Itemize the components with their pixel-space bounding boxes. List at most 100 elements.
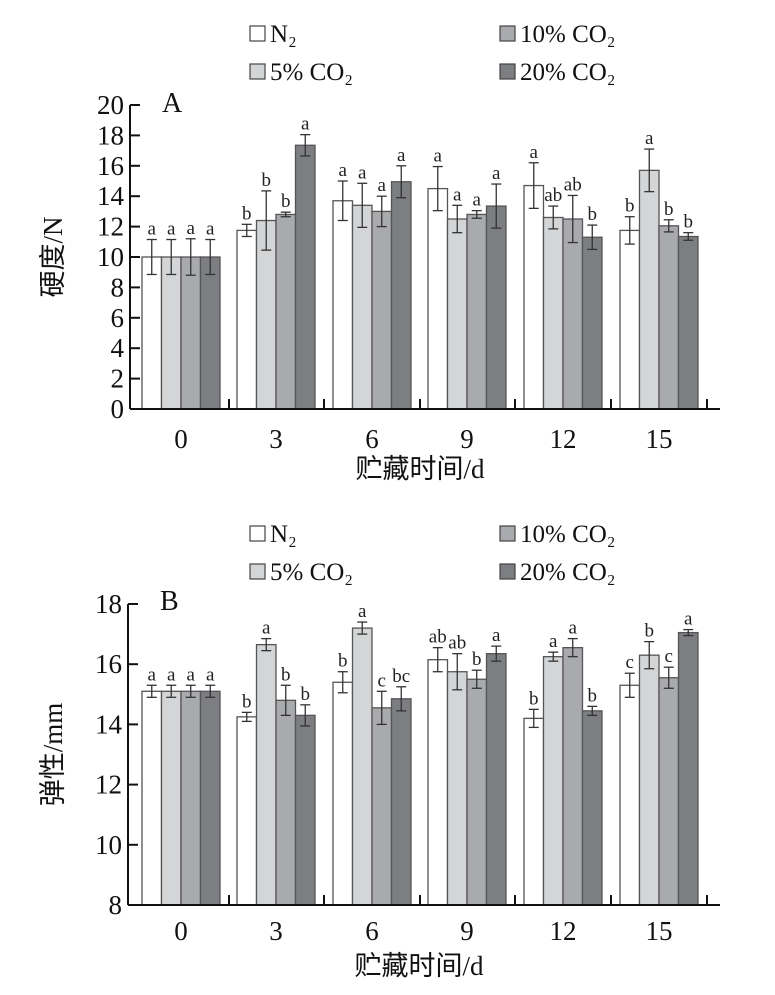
bar xyxy=(332,681,354,906)
significance-label: b xyxy=(301,684,311,705)
significance-label: b xyxy=(588,204,598,225)
y-tick-label: 10 xyxy=(97,242,124,272)
significance-label: a xyxy=(262,618,271,639)
significance-label: a xyxy=(206,664,215,685)
significance-label: b xyxy=(281,664,291,685)
legend-label: N₂ xyxy=(270,21,297,48)
significance-label: ab xyxy=(564,174,582,195)
bar xyxy=(160,256,182,410)
y-tick-label: 12 xyxy=(97,212,124,242)
bar xyxy=(619,229,641,410)
x-tick-label: 3 xyxy=(269,424,283,454)
x-tick-label: 15 xyxy=(646,916,673,946)
significance-label: a xyxy=(378,175,387,196)
y-axis-label: 弹性/mm xyxy=(38,703,68,807)
bar xyxy=(180,256,202,410)
bar xyxy=(677,235,699,410)
significance-label: a xyxy=(434,146,443,167)
y-tick-label: 16 xyxy=(97,151,124,181)
bar xyxy=(371,707,393,906)
bar xyxy=(255,643,277,906)
bar xyxy=(275,213,297,410)
y-tick-label: 6 xyxy=(111,303,125,333)
bar xyxy=(160,690,182,906)
bar xyxy=(371,210,393,410)
y-tick-label: 14 xyxy=(97,181,125,211)
bar xyxy=(638,654,660,906)
bar xyxy=(390,698,412,906)
significance-label: a xyxy=(339,160,348,181)
significance-label: a xyxy=(473,190,482,211)
bar xyxy=(199,690,221,906)
y-tick-label: 8 xyxy=(111,272,125,302)
bar xyxy=(542,216,564,410)
significance-label: a xyxy=(167,664,176,685)
bar xyxy=(658,677,680,906)
bar xyxy=(638,169,660,410)
y-tick-label: 8 xyxy=(109,890,123,920)
significance-label: ab xyxy=(448,633,466,654)
legend-label: 10% CO₂ xyxy=(520,521,616,548)
y-tick-label: 0 xyxy=(111,394,125,424)
x-tick-label: 0 xyxy=(174,916,188,946)
significance-label: a xyxy=(301,114,310,135)
bar xyxy=(199,256,221,410)
legend-swatch xyxy=(499,25,516,42)
significance-label: b xyxy=(625,196,635,217)
legend-label: 20% CO₂ xyxy=(520,559,616,586)
y-tick-label: 10 xyxy=(95,830,122,860)
significance-label: a xyxy=(569,618,578,639)
significance-label: c xyxy=(626,652,634,673)
y-tick-label: 2 xyxy=(111,364,125,394)
significance-label: c xyxy=(378,670,386,691)
significance-label: a xyxy=(645,128,654,149)
y-tick-label: 18 xyxy=(95,589,122,619)
legend-label: N₂ xyxy=(270,521,297,548)
legend-swatch xyxy=(249,63,266,80)
significance-label: a xyxy=(549,631,558,652)
legend-label: 5% CO₂ xyxy=(270,559,353,586)
bar xyxy=(581,236,603,410)
bar xyxy=(180,690,202,906)
significance-label: b xyxy=(588,685,598,706)
significance-label: a xyxy=(148,219,157,240)
significance-label: a xyxy=(530,142,539,163)
bar xyxy=(523,717,545,906)
bar xyxy=(236,229,258,410)
y-tick-label: 14 xyxy=(95,709,123,739)
significance-label: a xyxy=(684,609,693,630)
legend-label: 10% CO₂ xyxy=(520,21,616,48)
significance-label: a xyxy=(397,145,406,166)
x-tick-label: 12 xyxy=(550,916,577,946)
significance-label: b xyxy=(242,691,252,712)
significance-label: b xyxy=(281,191,291,212)
x-tick-label: 0 xyxy=(174,424,188,454)
legend-swatch xyxy=(499,525,516,542)
x-axis-label: 贮藏时间/d xyxy=(355,454,485,484)
x-tick-label: 3 xyxy=(269,916,283,946)
y-tick-label: 16 xyxy=(95,649,122,679)
bar xyxy=(485,205,507,410)
bar xyxy=(466,213,488,410)
significance-label: b xyxy=(664,199,674,220)
y-tick-label: 12 xyxy=(95,770,122,800)
bar xyxy=(485,653,507,906)
bar xyxy=(351,627,373,906)
significance-label: a xyxy=(358,162,367,183)
significance-label: a xyxy=(453,184,462,205)
significance-label: b xyxy=(684,212,694,233)
significance-label: a xyxy=(492,163,501,184)
legend-swatch xyxy=(249,525,266,542)
significance-label: ab xyxy=(429,627,447,648)
bar xyxy=(427,187,449,410)
legend-swatch xyxy=(499,63,516,80)
bar xyxy=(294,714,316,906)
x-tick-label: 9 xyxy=(460,916,474,946)
significance-label: b xyxy=(262,170,272,191)
significance-label: b xyxy=(338,651,348,672)
significance-label: a xyxy=(187,218,196,239)
significance-label: a xyxy=(358,601,367,622)
bar xyxy=(542,656,564,906)
significance-label: a xyxy=(148,664,157,685)
panel-label: B xyxy=(160,586,179,617)
